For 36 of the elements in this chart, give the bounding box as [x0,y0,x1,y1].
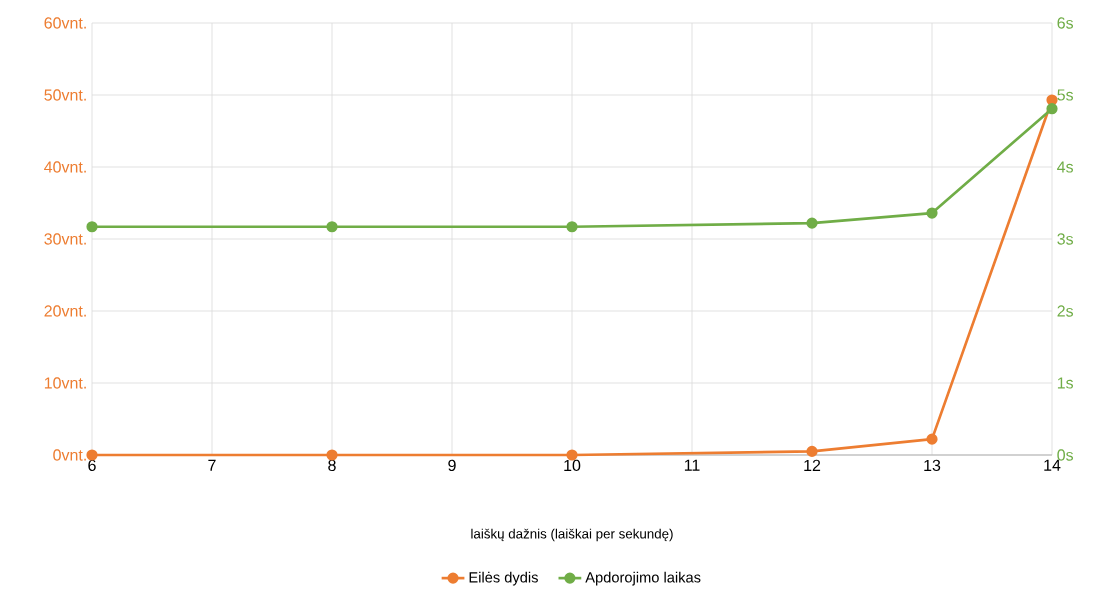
y-tick-label: 50vnt. [44,89,86,101]
x-tick-label: 6 [88,459,96,472]
legend-label: Apdorojimo laikas [585,571,701,586]
y-tick-label: 10vnt. [44,377,86,389]
point [1046,103,1058,115]
x-tick-label: 11 [684,459,700,471]
x-tick-label: 9 [448,459,456,472]
y2-tick-label: 1s [1057,377,1074,389]
x-axis-title: laiškų dažnis (laiškai per sekundę) [471,528,673,542]
point [926,207,938,219]
y-tick-label: 20vnt. [44,305,86,317]
x-tick-label: 7 [208,459,216,471]
x-tick-label: 14 [1044,459,1061,471]
y-tick-label: 40vnt. [44,161,86,173]
legend-label: Eilės dydis [469,571,538,586]
y-tick-label: 30vnt. [44,233,86,245]
point [86,221,98,233]
x-tick-label: 10 [564,459,581,472]
point [326,221,338,233]
y2-tick-label: 3s [1057,233,1074,245]
y2-tick-label: 6s [1057,17,1074,29]
y-tick-label: 0vnt. [53,449,86,461]
point [86,449,98,461]
y2-tick-label: 2s [1057,305,1074,317]
y2-tick-label: 5s [1057,89,1074,101]
point [806,217,818,229]
point [926,433,938,445]
x-tick-label: 12 [804,459,821,471]
y2-tick-label: 4s [1057,161,1074,173]
y2-tick-label: 0s [1057,449,1074,461]
point [326,449,338,461]
x-tick-label: 8 [328,459,336,472]
point [566,221,578,233]
y-tick-label: 60vnt. [44,17,86,29]
point [806,445,818,458]
x-tick-label: 13 [924,459,941,472]
